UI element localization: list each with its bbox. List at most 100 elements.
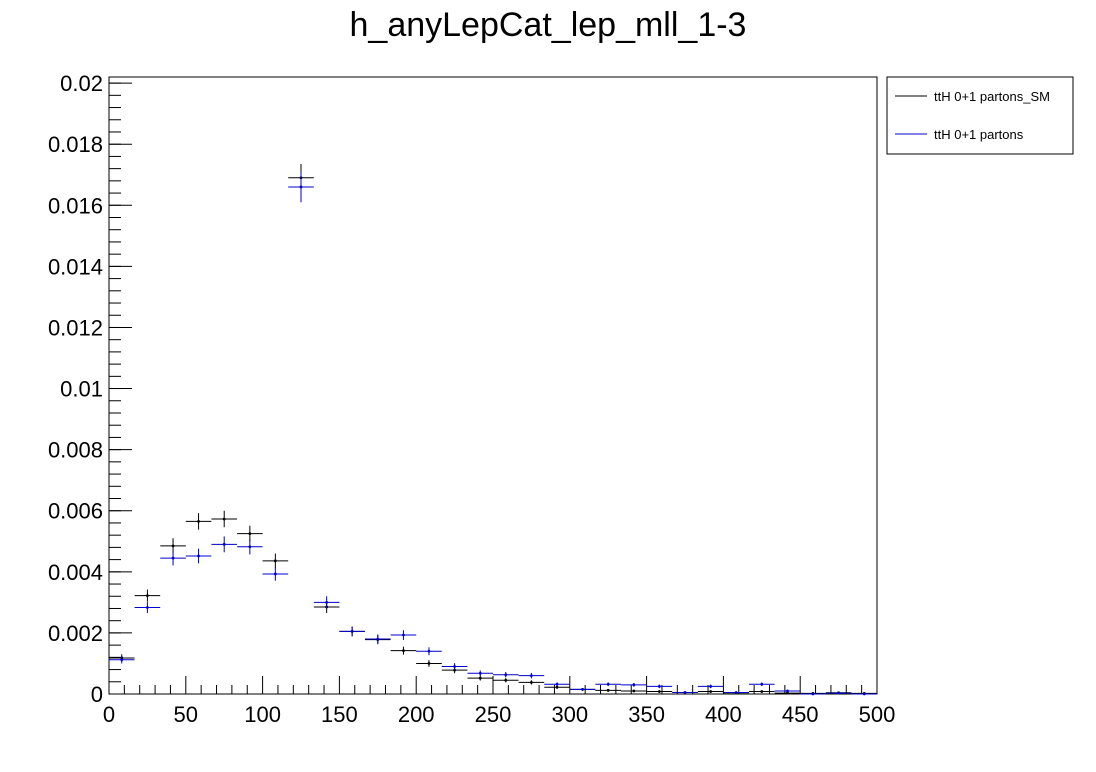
y-tick-label: 0.004	[48, 560, 103, 585]
data-point	[774, 691, 801, 695]
point-marker	[862, 692, 866, 696]
series-1	[108, 171, 878, 696]
point-marker	[171, 544, 175, 548]
data-point	[288, 171, 314, 203]
data-point	[492, 678, 519, 683]
point-marker	[146, 594, 149, 598]
y-tick-label: 0.016	[48, 193, 103, 218]
point-marker	[632, 683, 636, 687]
data-point	[390, 630, 417, 640]
data-point	[774, 689, 801, 693]
y-tick-label: 0.008	[48, 438, 103, 463]
data-point	[723, 691, 749, 694]
data-point	[544, 682, 570, 687]
x-tick-label: 0	[103, 702, 115, 727]
point-marker	[530, 674, 533, 678]
data-point	[160, 550, 186, 566]
y-tick-label: 0.014	[48, 254, 103, 279]
x-axis: 0 50 100 150 200 250 300 350 400 450 500	[103, 676, 895, 727]
data-point	[825, 691, 852, 695]
point-marker	[146, 606, 149, 609]
data-point	[544, 685, 570, 689]
data-point	[621, 689, 647, 693]
x-tick-label: 150	[321, 702, 358, 727]
point-marker	[299, 185, 303, 189]
x-tick-label: 300	[551, 702, 588, 727]
point-marker	[171, 556, 175, 560]
point-marker	[786, 691, 789, 695]
data-point	[416, 660, 442, 667]
data-point	[237, 525, 263, 542]
data-point	[108, 656, 135, 664]
point-marker	[222, 542, 226, 546]
legend: ttH 0+1 partons_SM ttH 0+1 partons	[886, 76, 1074, 155]
legend-label-1: ttH 0+1 partons	[934, 127, 1024, 142]
data-point	[262, 567, 289, 581]
point-marker	[248, 532, 252, 536]
point-marker	[555, 682, 559, 686]
x-tick-label: 250	[475, 702, 512, 727]
series-0	[108, 164, 878, 695]
data-point	[621, 683, 647, 687]
data-point	[851, 692, 878, 696]
point-marker	[273, 559, 277, 563]
data-point	[211, 536, 238, 553]
data-point	[646, 690, 673, 693]
point-marker	[350, 629, 354, 633]
data-point	[748, 682, 775, 687]
point-marker	[402, 633, 405, 637]
data-point	[467, 670, 494, 676]
data-point	[211, 510, 238, 528]
point-marker	[120, 658, 124, 662]
point-marker	[760, 682, 764, 686]
point-marker	[581, 688, 584, 691]
y-tick-label: 0.02	[60, 71, 103, 96]
point-marker	[709, 684, 713, 688]
point-marker	[402, 649, 405, 653]
data-point	[237, 539, 263, 555]
point-marker	[837, 691, 840, 695]
point-marker	[632, 689, 636, 693]
data-point	[339, 626, 365, 637]
data-point	[390, 646, 417, 655]
point-marker	[811, 692, 815, 696]
data-point	[185, 548, 212, 564]
point-marker	[606, 682, 610, 686]
y-tick-label: 0.002	[48, 621, 103, 646]
point-marker	[734, 691, 738, 694]
x-tick-label: 350	[628, 702, 665, 727]
point-marker	[453, 668, 456, 672]
plot-area	[108, 164, 878, 696]
y-tick-label: 0.018	[48, 132, 103, 157]
x-tick-label: 200	[398, 702, 435, 727]
point-marker	[427, 649, 431, 653]
point-marker	[197, 554, 200, 558]
data-point	[697, 684, 724, 689]
data-point	[492, 672, 519, 678]
point-marker	[478, 676, 482, 680]
data-point	[646, 684, 673, 689]
data-point	[262, 553, 289, 569]
data-point	[595, 688, 622, 692]
data-point	[441, 663, 468, 670]
point-marker	[504, 678, 508, 682]
point-marker	[657, 684, 661, 688]
legend-box	[886, 76, 1074, 155]
data-point	[364, 634, 391, 644]
x-tick-label: 450	[782, 702, 819, 727]
data-point	[416, 647, 442, 656]
data-point	[518, 680, 545, 685]
point-marker	[248, 545, 252, 549]
y-axis: 0 0.002 0.004 0.006 0.008 0.01 0.012 0.014 0.016…	[48, 71, 132, 707]
data-point	[697, 690, 724, 693]
point-marker	[273, 572, 277, 576]
chart-title: h_anyLepCat_lep_mll_1-3	[349, 6, 747, 44]
x-tick-label: 100	[244, 702, 281, 727]
data-point	[672, 691, 698, 694]
data-point	[569, 688, 596, 691]
y-tick-label: 0.012	[48, 315, 103, 340]
x-tick-label: 500	[859, 702, 896, 727]
point-marker	[222, 517, 226, 521]
y-tick-label: 0.01	[60, 377, 103, 402]
